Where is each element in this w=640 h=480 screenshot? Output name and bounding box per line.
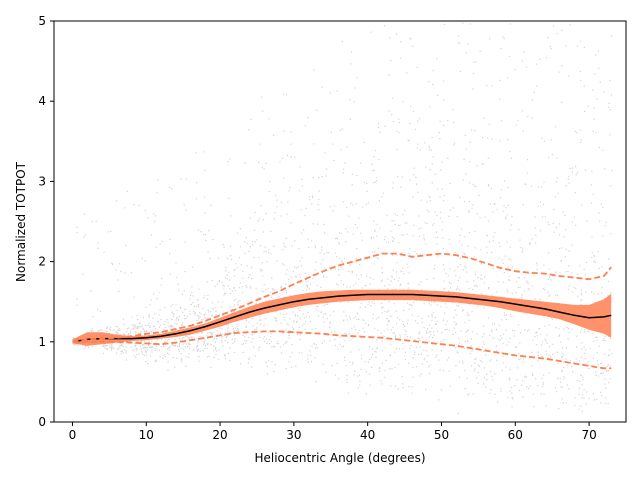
x-tick-label: 70 bbox=[581, 428, 596, 442]
y-tick-label: 3 bbox=[38, 174, 46, 188]
y-tick-label: 2 bbox=[38, 255, 46, 269]
x-tick-label: 60 bbox=[508, 428, 523, 442]
x-tick-label: 0 bbox=[69, 428, 77, 442]
y-tick-label: 0 bbox=[38, 415, 46, 429]
plot-area bbox=[72, 22, 613, 414]
series-line-2 bbox=[72, 330, 612, 370]
confidence-band-area bbox=[72, 289, 612, 346]
x-axis-label: Heliocentric Angle (degrees) bbox=[254, 451, 425, 465]
y-tick-label: 1 bbox=[38, 335, 46, 349]
x-axis-ticks: 0 10 20 30 40 50 60 70 bbox=[69, 422, 597, 442]
y-tick-label: 5 bbox=[38, 14, 46, 28]
x-tick-label: 40 bbox=[360, 428, 375, 442]
confidence-band bbox=[72, 289, 612, 346]
axes-frame bbox=[53, 20, 627, 423]
y-axis-label: Normalized TOTPOT bbox=[14, 161, 28, 282]
x-tick-label: 30 bbox=[286, 428, 301, 442]
y-axis-ticks: 0 1 2 3 4 5 bbox=[38, 14, 54, 429]
x-tick-label: 10 bbox=[139, 428, 154, 442]
series-lines bbox=[72, 252, 612, 370]
x-tick-label: 20 bbox=[212, 428, 227, 442]
series-line-0 bbox=[72, 293, 612, 343]
x-tick-label: 50 bbox=[434, 428, 449, 442]
series-line-1 bbox=[72, 252, 612, 343]
y-tick-label: 4 bbox=[38, 94, 46, 108]
